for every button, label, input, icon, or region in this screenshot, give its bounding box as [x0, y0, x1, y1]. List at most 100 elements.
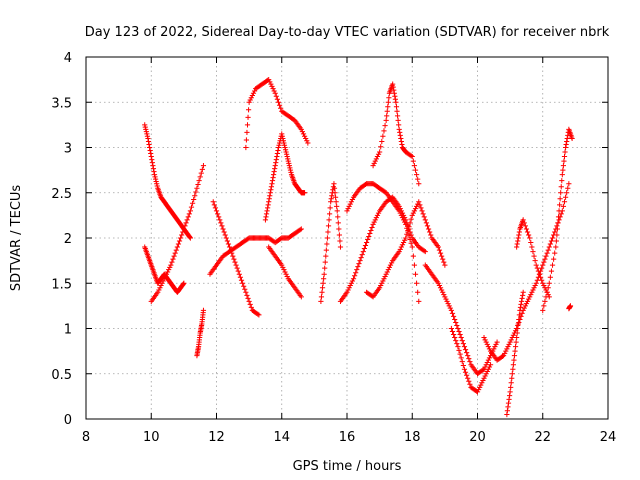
data-point — [522, 303, 528, 309]
data-point — [187, 234, 193, 240]
data-point — [520, 289, 526, 295]
data-point — [369, 224, 375, 231]
data-point — [374, 212, 381, 218]
data-point — [211, 202, 217, 208]
data-point — [412, 271, 419, 277]
data-point — [531, 253, 537, 259]
data-point — [519, 295, 525, 301]
data-point — [514, 244, 520, 250]
data-point — [336, 232, 342, 238]
data-point — [450, 313, 457, 320]
x-tick-label: 20 — [469, 430, 486, 445]
data-point — [528, 239, 534, 246]
data-point — [186, 211, 192, 217]
data-point — [244, 122, 251, 128]
data-point — [510, 366, 516, 372]
data-point — [275, 99, 282, 105]
data-point — [535, 268, 541, 274]
data-point — [318, 294, 325, 300]
data-point — [454, 340, 460, 347]
data-point — [271, 169, 277, 175]
data-point — [160, 278, 166, 284]
data-point — [422, 248, 428, 255]
data-point — [266, 77, 272, 83]
data-point — [493, 341, 499, 347]
y-tick-label: 1 — [64, 323, 72, 338]
series-sat_u — [566, 303, 574, 312]
x-tick-label: 24 — [600, 430, 617, 445]
data-point — [196, 178, 202, 184]
data-point — [297, 227, 303, 233]
data-point — [494, 339, 500, 345]
data-point — [561, 199, 568, 205]
data-point — [222, 232, 228, 238]
data-point — [540, 280, 546, 286]
data-point — [553, 238, 559, 244]
data-point — [529, 244, 535, 250]
data-point — [403, 235, 409, 241]
data-point — [283, 149, 289, 155]
data-point — [287, 165, 293, 171]
data-point — [394, 108, 400, 114]
data-point — [381, 276, 387, 282]
data-point — [417, 202, 423, 208]
series-sat_h — [262, 131, 308, 223]
data-point — [234, 265, 240, 271]
data-point — [400, 217, 407, 223]
data-point — [464, 350, 470, 356]
data-point — [541, 282, 547, 289]
data-point — [285, 156, 291, 162]
data-point — [318, 298, 324, 304]
data-point — [219, 223, 225, 229]
data-point — [551, 256, 557, 262]
data-point — [153, 176, 159, 182]
data-point — [543, 294, 549, 300]
data-point — [243, 144, 249, 151]
data-point — [380, 133, 386, 139]
data-point — [298, 294, 304, 300]
data-point — [547, 241, 553, 247]
data-point — [244, 129, 250, 136]
data-point — [221, 229, 227, 235]
data-point — [449, 328, 456, 335]
data-point — [514, 334, 520, 341]
data-point — [149, 156, 155, 163]
data-point — [508, 384, 514, 390]
data-point — [545, 285, 551, 291]
data-point — [284, 151, 290, 157]
data-point — [515, 238, 521, 244]
data-point — [504, 346, 510, 352]
data-point — [399, 242, 406, 248]
data-point — [272, 90, 278, 96]
data-point — [283, 271, 289, 277]
data-point — [499, 353, 506, 360]
data-point — [453, 337, 459, 344]
data-point — [519, 310, 525, 317]
data-point — [326, 217, 332, 223]
data-point — [522, 223, 528, 229]
data-point — [414, 172, 420, 178]
data-point — [436, 247, 443, 253]
data-point — [276, 102, 283, 108]
data-point — [414, 280, 420, 286]
data-point — [145, 138, 152, 145]
x-tick-label: 12 — [208, 430, 225, 445]
data-point — [462, 369, 469, 375]
data-point — [558, 184, 564, 190]
data-point — [279, 133, 285, 139]
data-point — [213, 208, 220, 214]
series-sat_p — [448, 325, 494, 395]
data-point — [515, 235, 521, 241]
data-point — [544, 289, 550, 295]
data-point — [187, 208, 193, 214]
data-point — [510, 332, 516, 338]
data-point — [173, 247, 179, 253]
data-point — [229, 250, 235, 256]
data-point — [439, 287, 445, 293]
data-point — [427, 229, 433, 235]
data-point — [449, 310, 456, 317]
data-point — [481, 334, 487, 341]
data-point — [284, 153, 290, 160]
data-point — [180, 281, 186, 287]
x-tick-label: 18 — [404, 430, 421, 445]
